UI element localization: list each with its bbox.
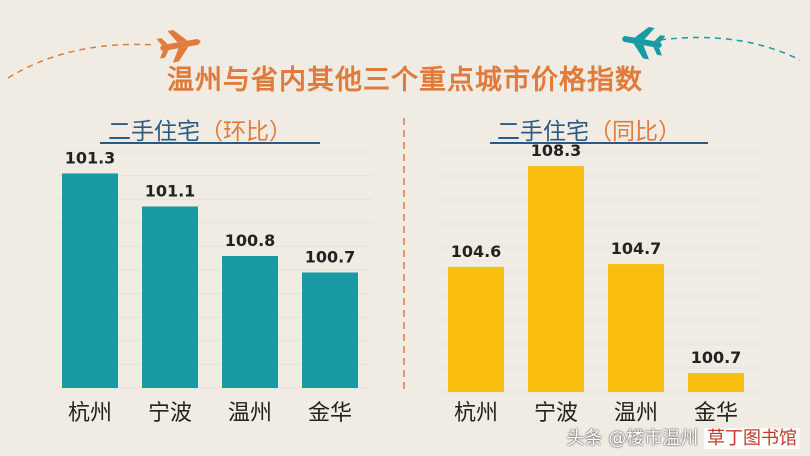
- subtitle-yoy-underline: [490, 142, 708, 144]
- subtitle-yoy: 二手住宅（同比）: [497, 112, 681, 146]
- category-label: 温州: [614, 401, 658, 426]
- subtitle-mom-main: 二手住宅: [108, 119, 200, 145]
- category-label: 杭州: [454, 401, 498, 426]
- data-label: 108.3: [531, 141, 582, 160]
- flight-path-right: [659, 36, 801, 61]
- data-label: 104.7: [611, 239, 662, 258]
- bar: [302, 272, 358, 388]
- bar: [62, 173, 118, 388]
- bar: [688, 372, 744, 392]
- flight-path-left: [7, 43, 156, 79]
- subtitle-mom: 二手住宅（环比）: [108, 112, 292, 146]
- category-label: 宁波: [148, 401, 192, 426]
- subtitle-yoy-main: 二手住宅: [497, 119, 589, 145]
- watermark-text: 头条 @楼市温州: [566, 428, 699, 449]
- chart-title: 温州与省内其他三个重点城市价格指数: [167, 65, 643, 96]
- category-label: 温州: [228, 401, 272, 426]
- category-label: 宁波: [534, 401, 578, 426]
- data-label: 101.1: [145, 181, 196, 200]
- subtitle-mom-paren: （环比）: [200, 119, 292, 145]
- airplane-icon: [622, 26, 666, 60]
- watermark-site: 草丁图书馆: [704, 428, 800, 449]
- bar: [528, 166, 584, 392]
- bar: [222, 255, 278, 388]
- subtitle-mom-underline: [100, 142, 320, 144]
- bar: [608, 264, 664, 392]
- data-label: 100.7: [691, 348, 742, 367]
- subtitle-yoy-paren: （同比）: [589, 119, 681, 145]
- airplane-icon: [156, 29, 201, 63]
- category-label: 金华: [308, 401, 352, 426]
- data-label: 100.8: [225, 231, 276, 250]
- bar: [448, 266, 504, 392]
- data-label: 101.3: [65, 148, 116, 167]
- category-label: 杭州: [68, 401, 112, 426]
- watermark: 头条 @楼市温州 草丁图书馆: [567, 424, 800, 450]
- category-label: 金华: [694, 401, 738, 426]
- bar: [142, 206, 198, 388]
- data-label: 100.7: [305, 247, 356, 266]
- data-label: 104.6: [451, 242, 502, 261]
